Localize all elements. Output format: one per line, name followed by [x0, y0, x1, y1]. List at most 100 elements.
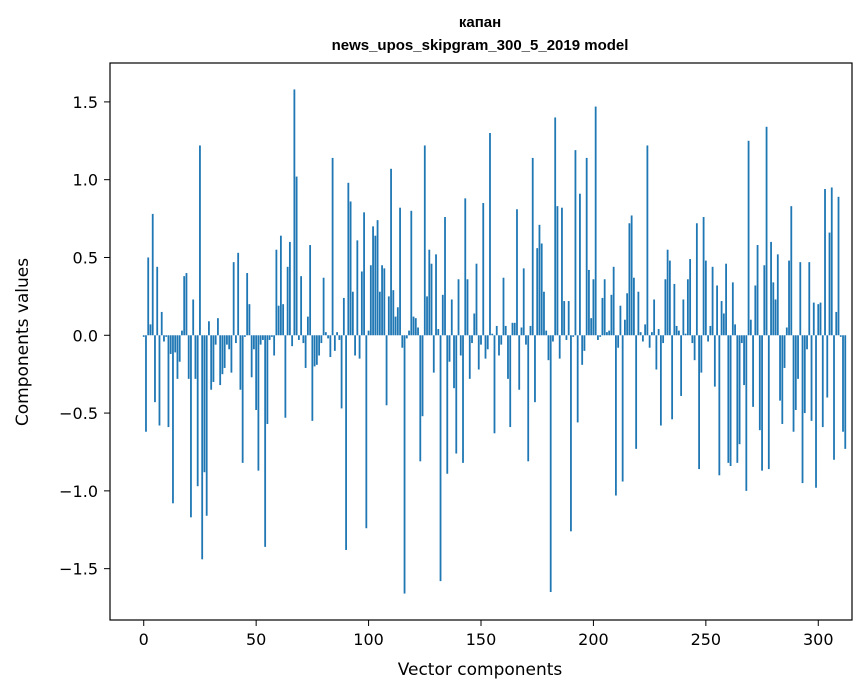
- bar-291: [797, 335, 799, 379]
- bar-71: [302, 335, 305, 344]
- bar-86: [336, 332, 338, 336]
- bar-193: [576, 335, 579, 423]
- bar-245: [693, 335, 696, 361]
- bar-39: [230, 335, 233, 373]
- bar-3: [149, 324, 152, 336]
- x-tick-label: 150: [466, 630, 497, 649]
- bar-180: [547, 335, 550, 361]
- bar-9: [163, 335, 165, 342]
- bar-300: [817, 304, 820, 336]
- bar-97: [360, 271, 363, 336]
- bar-159: [500, 335, 503, 345]
- bar-264: [736, 335, 739, 463]
- y-axis-label: Components values: [13, 258, 33, 426]
- bar-230: [659, 335, 662, 426]
- bar-141: [459, 335, 462, 356]
- bar-53: [262, 335, 264, 340]
- bar-41: [235, 335, 237, 344]
- bar-23: [194, 335, 197, 379]
- bar-34: [219, 335, 222, 386]
- bar-137: [450, 299, 453, 336]
- bar-251: [707, 335, 709, 342]
- bar-305: [828, 232, 831, 336]
- bar-293: [801, 335, 804, 484]
- bar-179: [545, 330, 548, 336]
- bar-1: [145, 335, 147, 432]
- bar-90: [345, 335, 347, 550]
- bar-83: [329, 335, 332, 358]
- bar-205: [603, 279, 606, 336]
- bar-163: [509, 335, 512, 428]
- bar-149: [477, 335, 480, 370]
- bar-67: [293, 89, 296, 336]
- bar-94: [354, 335, 356, 356]
- bar-263: [734, 324, 736, 336]
- bar-265: [738, 335, 741, 445]
- bar-285: [783, 335, 786, 368]
- bar-289: [792, 335, 795, 432]
- bar-191: [572, 335, 575, 337]
- bar-208: [610, 294, 613, 336]
- bar-88: [340, 335, 343, 409]
- bar-48: [250, 335, 253, 378]
- chart-subtitle: news_upos_skipgram_300_5_2019 model: [332, 37, 629, 54]
- x-tick-label: 0: [139, 630, 149, 649]
- bar-29: [208, 321, 210, 336]
- bar-299: [815, 335, 817, 488]
- bar-169: [522, 268, 525, 336]
- bar-2: [147, 257, 150, 336]
- bar-311: [842, 335, 844, 432]
- bar-65: [288, 241, 291, 336]
- bar-76: [313, 335, 316, 367]
- bar-52: [259, 335, 262, 345]
- bar-62: [282, 304, 285, 336]
- bar-303: [824, 189, 826, 336]
- bar-284: [781, 335, 784, 424]
- y-tick-label: −1.5: [59, 560, 98, 579]
- bar-5: [154, 335, 156, 403]
- bar-146: [471, 335, 473, 344]
- bar-262: [731, 282, 734, 336]
- bar-242: [686, 279, 689, 336]
- bar-130: [435, 254, 437, 336]
- bar-283: [779, 335, 781, 401]
- bar-113: [396, 307, 399, 336]
- bar-226: [650, 332, 653, 336]
- x-tick-label: 50: [246, 630, 266, 649]
- bar-110: [390, 168, 392, 336]
- bar-84: [331, 157, 334, 336]
- bar-18: [183, 276, 186, 336]
- bar-312: [844, 335, 847, 449]
- bar-266: [740, 335, 743, 344]
- bar-308: [835, 311, 838, 336]
- bar-186: [561, 207, 563, 336]
- bar-150: [480, 335, 482, 345]
- bar-139: [455, 335, 458, 454]
- bar-45: [244, 335, 246, 337]
- bar-0: [142, 335, 145, 337]
- chart-title: капан: [459, 14, 501, 31]
- bar-13: [172, 335, 174, 504]
- bar-296: [808, 262, 811, 336]
- bar-222: [641, 335, 644, 342]
- bar-132: [439, 335, 442, 582]
- bar-128: [430, 263, 433, 336]
- bar-140: [457, 279, 460, 336]
- bar-118: [408, 330, 410, 336]
- bar-102: [372, 226, 374, 336]
- bar-160: [502, 277, 505, 336]
- bar-167: [518, 335, 521, 390]
- bar-307: [833, 335, 835, 460]
- bar-247: [698, 335, 700, 470]
- bar-14: [174, 335, 177, 353]
- bar-198: [588, 269, 590, 336]
- bar-261: [729, 335, 732, 466]
- bar-241: [684, 333, 687, 336]
- bar-253: [711, 266, 714, 336]
- bar-177: [540, 243, 543, 336]
- bar-304: [826, 335, 829, 398]
- bar-231: [662, 335, 665, 344]
- bar-155: [491, 333, 494, 336]
- bar-157: [495, 325, 498, 336]
- y-tick-label: 0.0: [73, 326, 98, 345]
